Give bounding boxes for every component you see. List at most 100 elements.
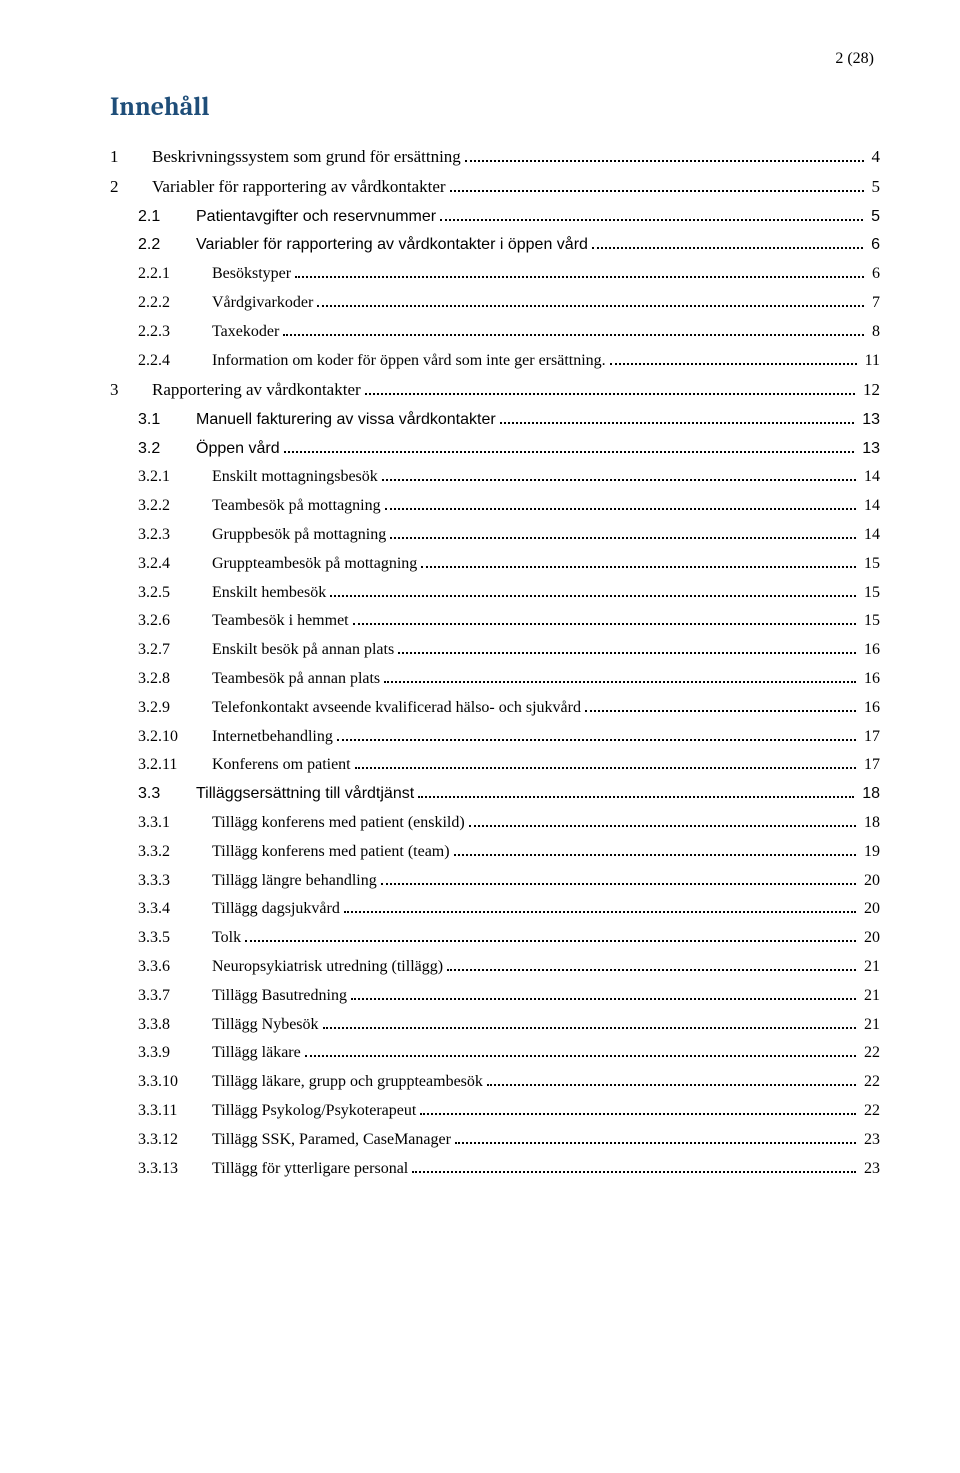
toc-leader-dots (450, 177, 864, 193)
toc-entry-label: Taxekoder (212, 320, 279, 345)
toc-entry-page: 13 (858, 437, 880, 462)
toc-entry[interactable]: 3.3Tilläggsersättning till vårdtjänst18 (110, 782, 880, 807)
toc-entry[interactable]: 3.2Öppen vård13 (110, 437, 880, 462)
toc-entry-label: Tillägg Basutredning (212, 984, 347, 1009)
toc-entry-page: 8 (868, 320, 880, 345)
toc-entry[interactable]: 3.2.5Enskilt hembesök15 (110, 581, 880, 606)
toc-entry[interactable]: 2Variabler för rapportering av vårdkonta… (110, 174, 880, 200)
toc-entry-number: 3.2.7 (138, 638, 212, 663)
toc-leader-dots (353, 611, 856, 626)
toc-entry-number: 3.2.6 (138, 609, 212, 634)
toc-entry-label: Enskilt besök på annan plats (212, 638, 394, 663)
toc-entry[interactable]: 3.2.7Enskilt besök på annan plats 16 (110, 638, 880, 663)
toc-entry-page: 14 (860, 494, 880, 519)
toc-entry[interactable]: 3.2.10Internetbehandling17 (110, 725, 880, 750)
toc-entry-label: Tillägg för ytterligare personal (212, 1157, 408, 1182)
toc-entry-label: Gruppbesök på mottagning (212, 523, 386, 548)
toc-entry[interactable]: 3.1Manuell fakturering av vissa vårdkont… (110, 408, 880, 433)
toc-entry-page: 18 (860, 811, 880, 836)
toc-entry-page: 6 (867, 233, 880, 258)
toc-entry-number: 2.2.2 (138, 291, 212, 316)
toc-leader-dots (440, 206, 863, 221)
toc-entry[interactable]: 3.2.3Gruppbesök på mottagning 14 (110, 523, 880, 548)
toc-entry-page: 16 (860, 667, 880, 692)
toc-entry[interactable]: 1Beskrivningssystem som grund för ersätt… (110, 144, 880, 170)
toc-entry-number: 3.3.3 (138, 869, 212, 894)
table-of-contents: 1Beskrivningssystem som grund för ersätt… (110, 144, 880, 1181)
toc-entry-page: 7 (868, 291, 880, 316)
toc-entry-page: 20 (860, 869, 880, 894)
toc-entry-label: Tillägg längre behandling (212, 869, 377, 894)
toc-leader-dots (351, 985, 856, 1000)
toc-leader-dots (245, 927, 856, 942)
toc-entry[interactable]: 3.2.6Teambesök i hemmet15 (110, 609, 880, 634)
toc-leader-dots (454, 841, 856, 856)
toc-entry-label: Tillägg konferens med patient (team) (212, 840, 450, 865)
toc-entry-page: 21 (860, 955, 880, 980)
toc-leader-dots (610, 350, 857, 365)
toc-leader-dots (465, 146, 864, 162)
toc-entry-page: 19 (860, 840, 880, 865)
toc-entry[interactable]: 3.3.2Tillägg konferens med patient (team… (110, 840, 880, 865)
toc-entry[interactable]: 3.3.1Tillägg konferens med patient (ensk… (110, 811, 880, 836)
toc-entry-page: 13 (858, 408, 880, 433)
toc-entry[interactable]: 2.2.3Taxekoder8 (110, 320, 880, 345)
toc-entry-label: Variabler för rapportering av vårdkontak… (196, 233, 588, 258)
toc-leader-dots (412, 1158, 856, 1173)
toc-entry-label: Tillägg läkare (212, 1041, 301, 1066)
toc-entry-page: 21 (860, 984, 880, 1009)
toc-entry-label: Tillägg SSK, Paramed, CaseManager (212, 1128, 451, 1153)
toc-entry-label: Enskilt mottagningsbesök (212, 465, 378, 490)
toc-entry[interactable]: 2.1Patientavgifter och reservnummer5 (110, 205, 880, 230)
toc-entry-number: 3.2.3 (138, 523, 212, 548)
toc-entry[interactable]: 3.2.2Teambesök på mottagning14 (110, 494, 880, 519)
toc-entry[interactable]: 3Rapportering av vårdkontakter12 (110, 377, 880, 403)
toc-entry-number: 3.3.6 (138, 955, 212, 980)
toc-entry-number: 3.3.2 (138, 840, 212, 865)
toc-entry[interactable]: 3.3.12Tillägg SSK, Paramed, CaseManager2… (110, 1128, 880, 1153)
toc-leader-dots (385, 495, 856, 510)
toc-entry-label: Gruppteambesök på mottagning (212, 552, 417, 577)
toc-entry-number: 3.3.5 (138, 926, 212, 951)
toc-entry[interactable]: 3.3.4Tillägg dagsjukvård20 (110, 897, 880, 922)
toc-entry[interactable]: 3.2.9Telefonkontakt avseende kvalificera… (110, 696, 880, 721)
toc-entry[interactable]: 3.3.5Tolk20 (110, 926, 880, 951)
toc-entry[interactable]: 3.3.10Tillägg läkare, grupp och grupptea… (110, 1070, 880, 1095)
toc-entry-label: Patientavgifter och reservnummer (196, 205, 436, 230)
toc-entry[interactable]: 3.2.11Konferens om patient17 (110, 753, 880, 778)
toc-entry[interactable]: 3.3.3Tillägg längre behandling 20 (110, 869, 880, 894)
toc-entry-number: 2 (110, 174, 152, 200)
toc-entry-number: 3 (110, 377, 152, 403)
toc-entry[interactable]: 2.2.1Besökstyper6 (110, 262, 880, 287)
toc-entry[interactable]: 2.2.4Information om koder för öppen vård… (110, 349, 880, 374)
toc-entry-number: 3.2.10 (138, 725, 212, 750)
toc-leader-dots (337, 726, 856, 741)
toc-entry-page: 6 (868, 262, 880, 287)
toc-entry[interactable]: 2.2Variabler för rapportering av vårdkon… (110, 233, 880, 258)
toc-entry-label: Tillägg dagsjukvård (212, 897, 340, 922)
toc-leader-dots (592, 235, 863, 250)
toc-entry[interactable]: 3.3.9Tillägg läkare22 (110, 1041, 880, 1066)
toc-entry-page: 14 (860, 523, 880, 548)
toc-entry[interactable]: 2.2.2Vårdgivarkoder7 (110, 291, 880, 316)
toc-entry[interactable]: 3.3.6Neuropsykiatrisk utredning (tillägg… (110, 955, 880, 980)
toc-entry[interactable]: 3.3.8Tillägg Nybesök21 (110, 1013, 880, 1038)
toc-leader-dots (295, 263, 864, 278)
toc-entry-page: 16 (860, 696, 880, 721)
toc-entry[interactable]: 3.2.4Gruppteambesök på mottagning15 (110, 552, 880, 577)
toc-entry[interactable]: 3.3.7Tillägg Basutredning21 (110, 984, 880, 1009)
toc-entry-page: 16 (860, 638, 880, 663)
page-number: 2 (28) (110, 50, 880, 68)
toc-entry-number: 3.3.13 (138, 1157, 212, 1182)
toc-entry-label: Tolk (212, 926, 241, 951)
toc-entry[interactable]: 3.3.13Tillägg för ytterligare personal23 (110, 1157, 880, 1182)
toc-entry-number: 3.3.1 (138, 811, 212, 836)
toc-entry-number: 3.2.11 (138, 753, 212, 778)
toc-leader-dots (355, 755, 856, 770)
toc-leader-dots (500, 409, 855, 424)
toc-entry-label: Information om koder för öppen vård som … (212, 349, 606, 374)
toc-entry[interactable]: 3.3.11Tillägg Psykolog/Psykoterapeut22 (110, 1099, 880, 1124)
toc-entry-number: 3.3.9 (138, 1041, 212, 1066)
toc-entry[interactable]: 3.2.8Teambesök på annan plats16 (110, 667, 880, 692)
toc-entry[interactable]: 3.2.1Enskilt mottagningsbesök14 (110, 465, 880, 490)
